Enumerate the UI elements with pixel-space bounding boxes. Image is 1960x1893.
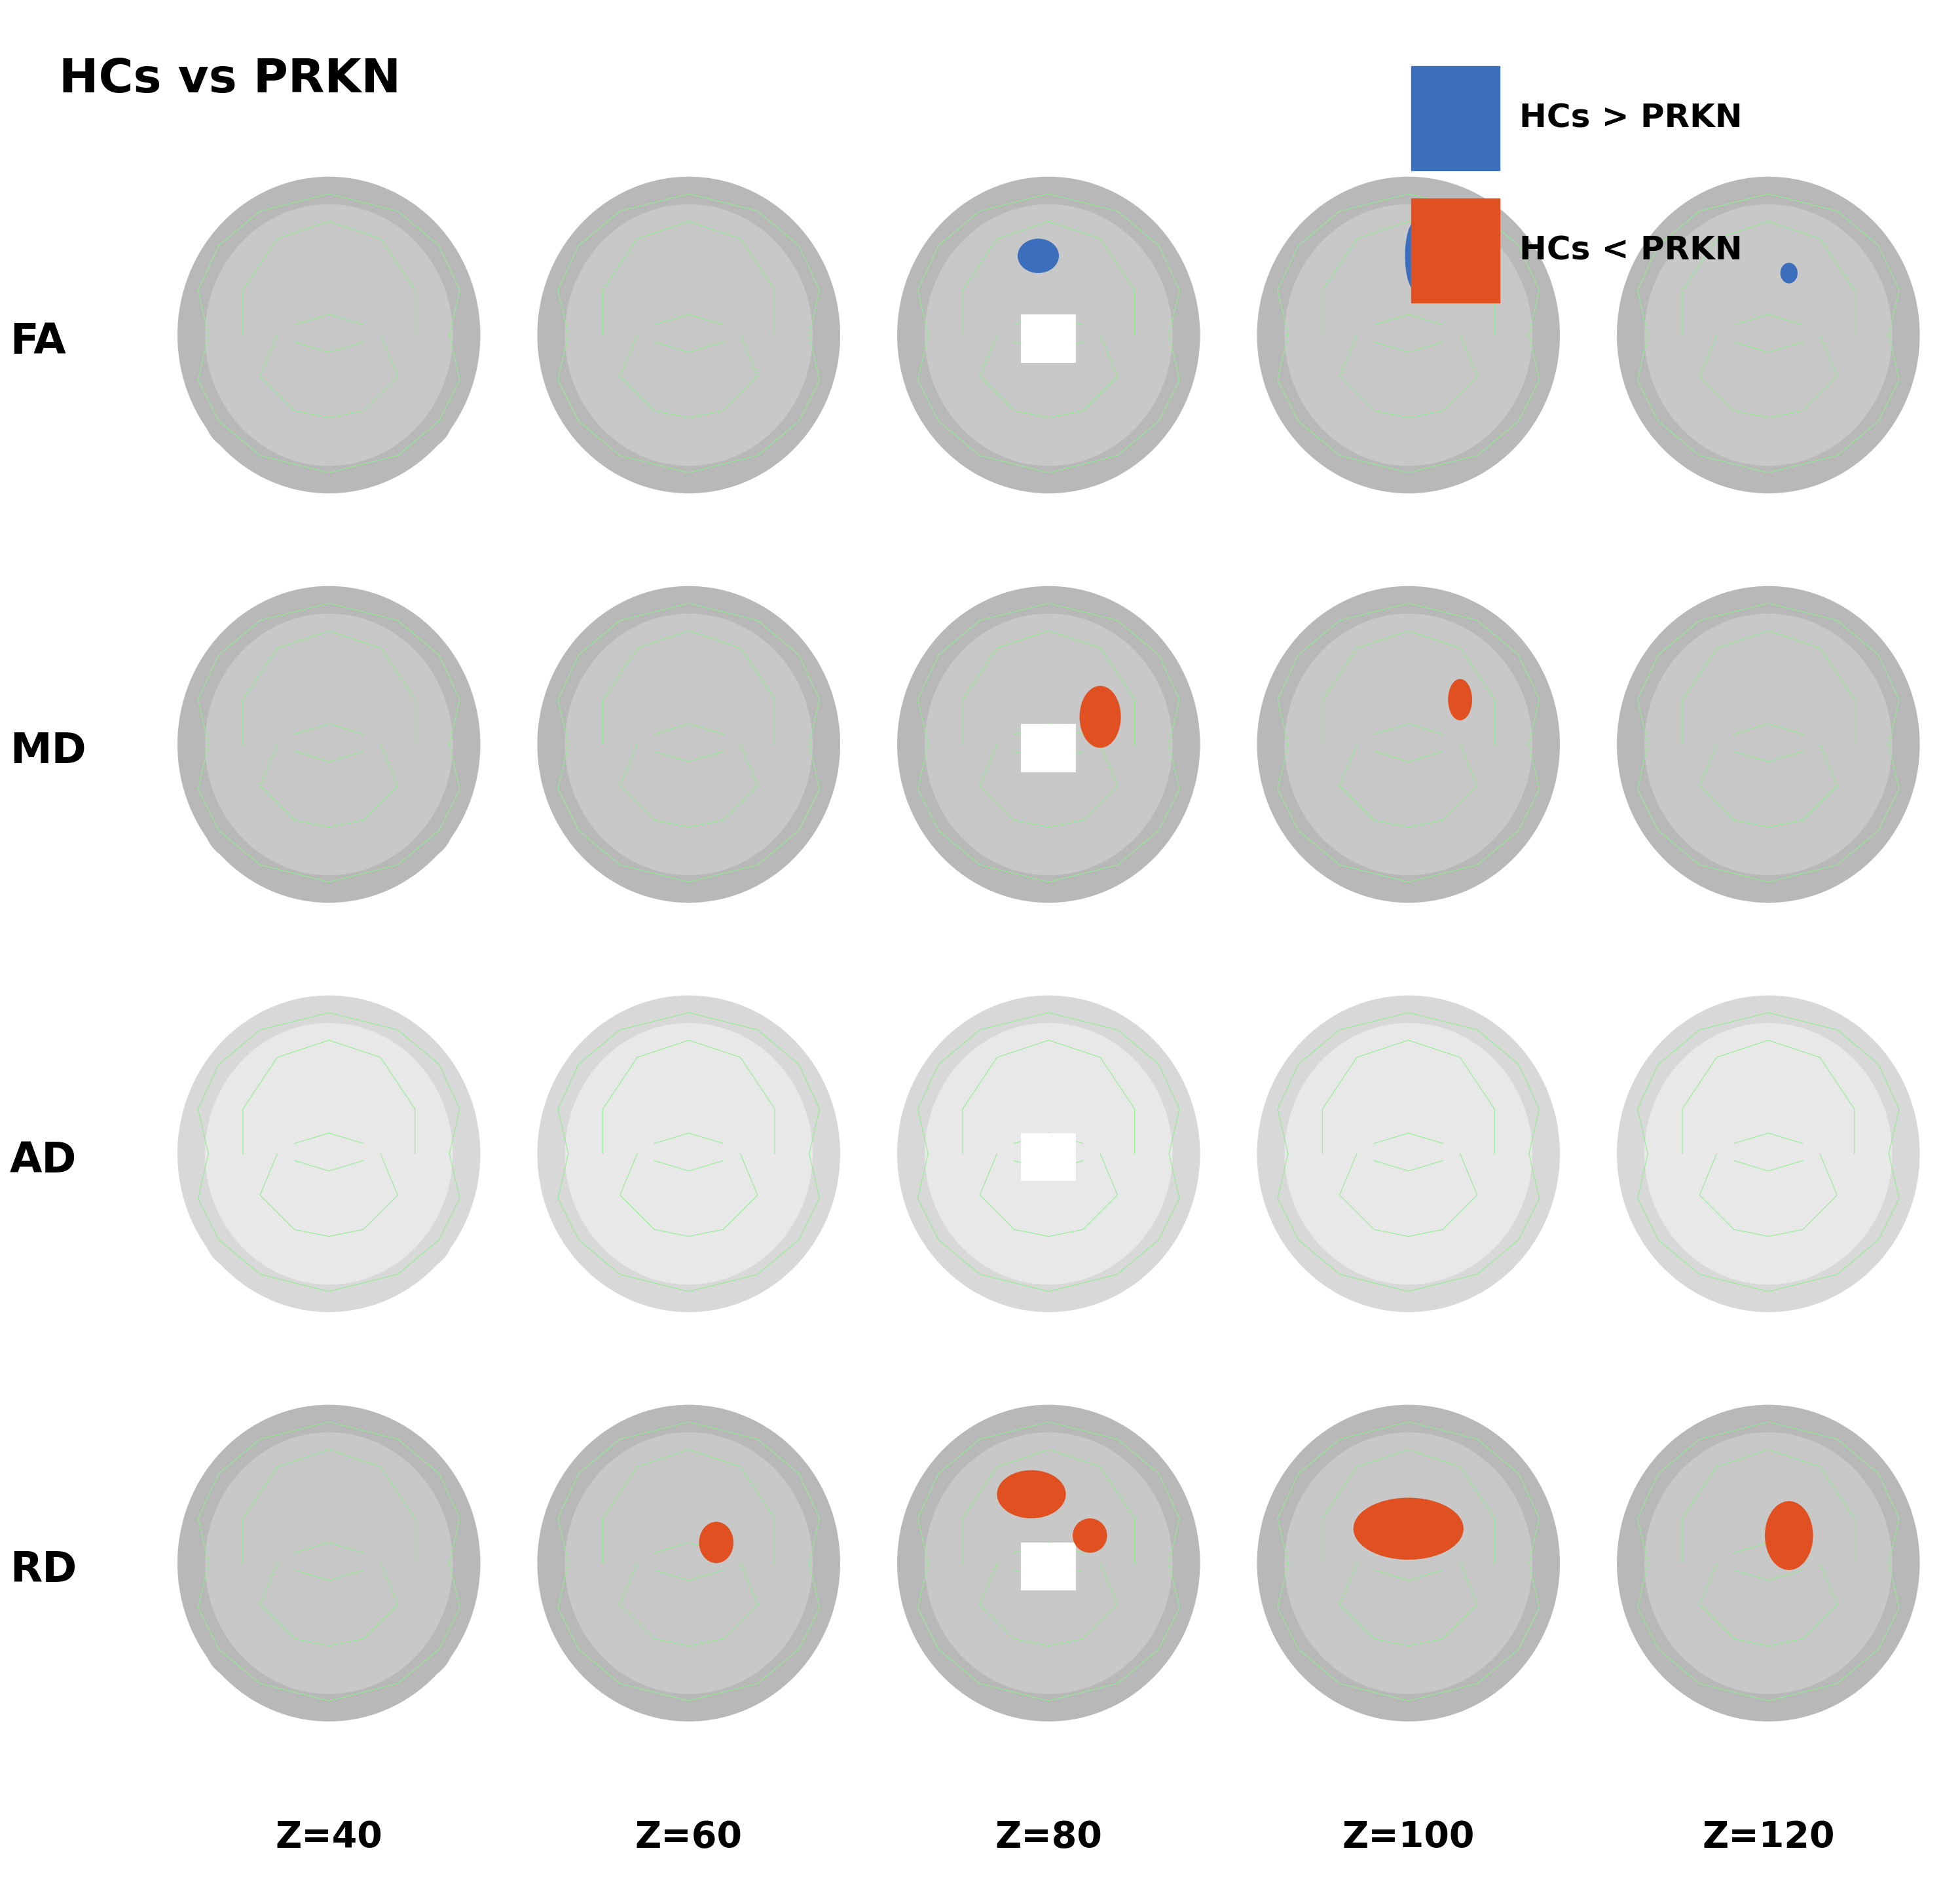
Text: Z=40: Z=40 <box>274 1819 382 1855</box>
Ellipse shape <box>1764 1501 1813 1569</box>
Text: MD: MD <box>10 731 86 772</box>
Bar <box>1021 723 1076 772</box>
Ellipse shape <box>1644 1433 1891 1694</box>
Ellipse shape <box>925 1022 1172 1285</box>
Ellipse shape <box>206 789 302 865</box>
Ellipse shape <box>1256 176 1560 494</box>
Ellipse shape <box>1617 996 1919 1312</box>
Ellipse shape <box>206 613 453 875</box>
Ellipse shape <box>1284 613 1533 875</box>
Ellipse shape <box>1284 1433 1533 1694</box>
Ellipse shape <box>357 380 453 456</box>
Text: HCs < PRKN: HCs < PRKN <box>1519 235 1742 267</box>
Text: FA: FA <box>10 322 67 362</box>
Ellipse shape <box>537 996 841 1312</box>
Ellipse shape <box>1780 263 1797 284</box>
Ellipse shape <box>357 789 453 865</box>
Ellipse shape <box>1617 1405 1919 1721</box>
Ellipse shape <box>925 204 1172 466</box>
Ellipse shape <box>206 1433 453 1694</box>
Text: HCs > PRKN: HCs > PRKN <box>1519 102 1742 134</box>
Text: RD: RD <box>10 1550 76 1590</box>
Ellipse shape <box>1256 1405 1560 1721</box>
Ellipse shape <box>700 1522 733 1564</box>
Ellipse shape <box>564 1433 813 1694</box>
Ellipse shape <box>1644 1022 1891 1285</box>
Ellipse shape <box>537 176 841 494</box>
Bar <box>1021 1134 1076 1181</box>
Ellipse shape <box>564 204 813 466</box>
Ellipse shape <box>206 1022 453 1285</box>
Ellipse shape <box>206 380 302 456</box>
Ellipse shape <box>1072 1518 1107 1552</box>
Ellipse shape <box>564 613 813 875</box>
Ellipse shape <box>1644 613 1891 875</box>
Ellipse shape <box>1017 239 1058 273</box>
Text: HCs vs PRKN: HCs vs PRKN <box>59 57 400 102</box>
Ellipse shape <box>206 204 453 466</box>
Ellipse shape <box>206 1198 302 1274</box>
Text: Z=100: Z=100 <box>1343 1819 1474 1855</box>
Ellipse shape <box>178 176 480 494</box>
Text: Z=120: Z=120 <box>1701 1819 1835 1855</box>
Ellipse shape <box>178 587 480 903</box>
Ellipse shape <box>357 1198 453 1274</box>
Ellipse shape <box>898 1405 1200 1721</box>
Ellipse shape <box>998 1471 1066 1518</box>
Ellipse shape <box>178 996 480 1312</box>
Ellipse shape <box>1284 204 1533 466</box>
Text: Z=80: Z=80 <box>996 1819 1102 1855</box>
Ellipse shape <box>1448 680 1472 721</box>
Ellipse shape <box>925 613 1172 875</box>
Ellipse shape <box>1256 996 1560 1312</box>
Ellipse shape <box>898 996 1200 1312</box>
Ellipse shape <box>537 587 841 903</box>
Bar <box>1021 314 1076 363</box>
Ellipse shape <box>1617 176 1919 494</box>
Text: Z=60: Z=60 <box>635 1819 743 1855</box>
Ellipse shape <box>1284 1022 1533 1285</box>
Ellipse shape <box>1256 587 1560 903</box>
Ellipse shape <box>537 1405 841 1721</box>
Ellipse shape <box>1644 204 1891 466</box>
Ellipse shape <box>564 1022 813 1285</box>
Ellipse shape <box>1405 221 1425 290</box>
Ellipse shape <box>1354 1497 1464 1560</box>
Ellipse shape <box>925 1433 1172 1694</box>
Ellipse shape <box>178 1405 480 1721</box>
Ellipse shape <box>898 587 1200 903</box>
Ellipse shape <box>1080 685 1121 748</box>
Text: AD: AD <box>10 1140 76 1181</box>
Ellipse shape <box>898 176 1200 494</box>
Ellipse shape <box>206 1607 302 1683</box>
Ellipse shape <box>1617 587 1919 903</box>
Bar <box>1021 1543 1076 1590</box>
Ellipse shape <box>357 1607 453 1683</box>
